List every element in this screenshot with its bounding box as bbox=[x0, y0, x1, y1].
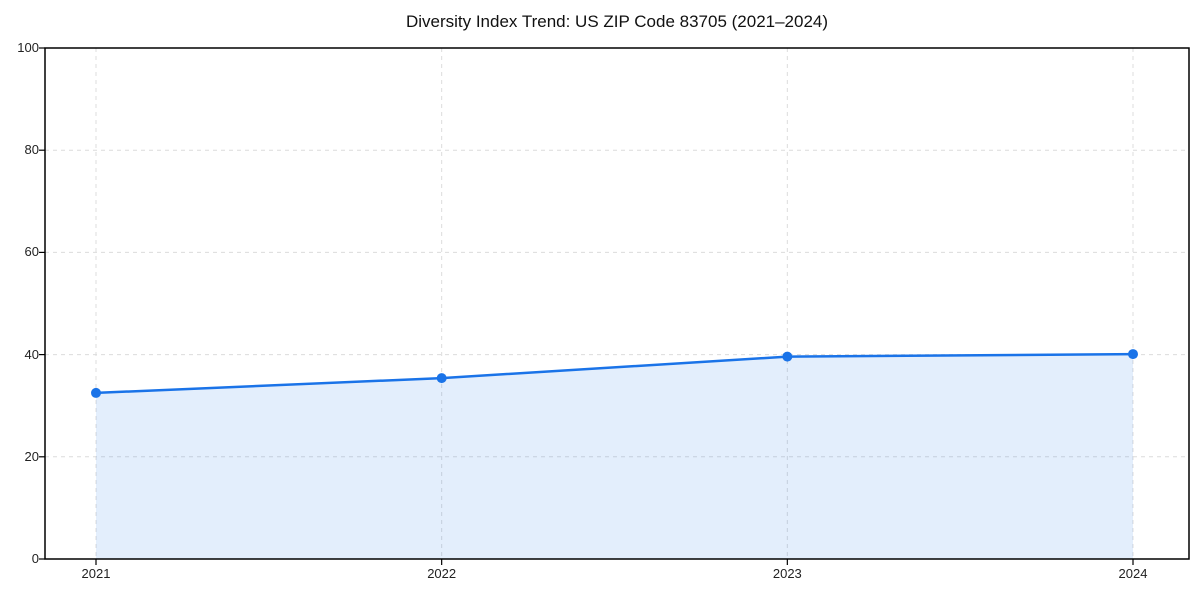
plot-area bbox=[39, 47, 1190, 565]
axes-spines bbox=[44, 47, 1190, 560]
y-tick-label: 20 bbox=[24, 448, 39, 464]
y-tick-label: 60 bbox=[24, 244, 39, 260]
data-point-marker bbox=[1128, 349, 1138, 360]
series-line bbox=[94, 352, 1135, 395]
x-tick-label: 2021 bbox=[81, 566, 111, 581]
x-tick-label: 2024 bbox=[1118, 566, 1148, 581]
y-tick-label: 100 bbox=[17, 40, 39, 55]
line-chart-svg bbox=[39, 47, 1190, 565]
y-tick-label: 0 bbox=[31, 551, 39, 566]
x-tick-label: 2022 bbox=[427, 566, 457, 581]
x-tick-label: 2023 bbox=[772, 566, 802, 581]
chart-title: Diversity Index Trend: US ZIP Code 83705… bbox=[405, 12, 829, 31]
y-tick-label: 80 bbox=[24, 142, 39, 158]
data-point-marker bbox=[91, 387, 101, 398]
area-fill bbox=[96, 354, 1133, 559]
data-point-marker bbox=[436, 373, 447, 384]
y-tick-label: 40 bbox=[24, 346, 39, 362]
data-point-marker bbox=[782, 351, 793, 362]
